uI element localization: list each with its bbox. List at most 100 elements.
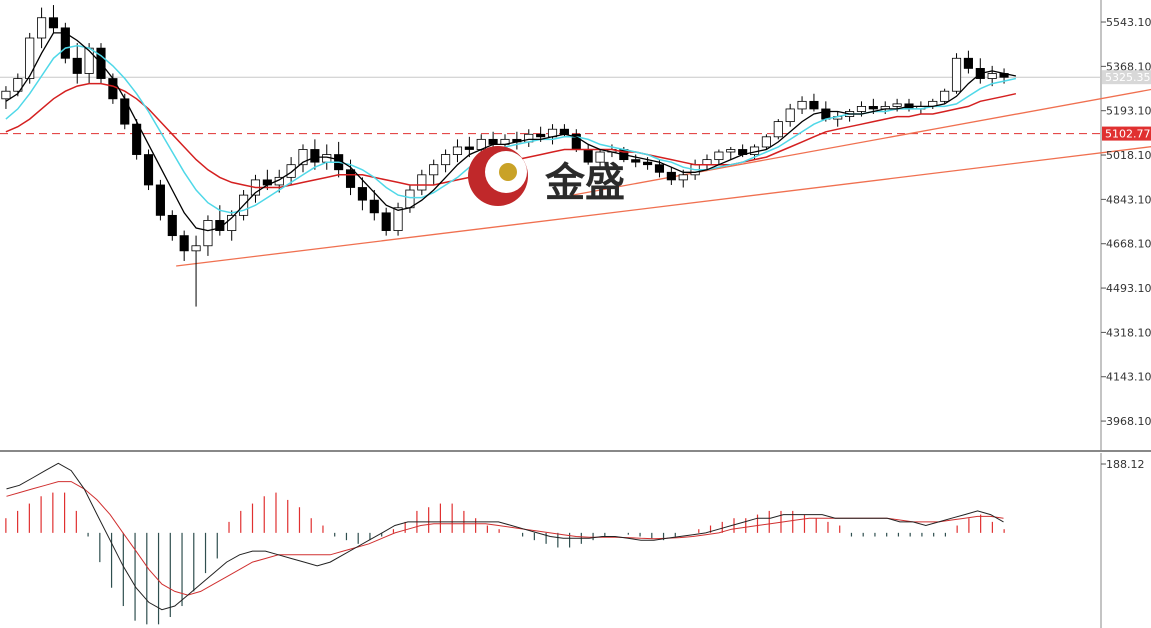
candle-body — [963, 57, 973, 69]
candle-body — [191, 245, 201, 252]
candle-body — [726, 149, 736, 153]
candle-body — [464, 146, 474, 150]
candle — [13, 73, 23, 97]
candle — [417, 169, 427, 196]
candle-body — [203, 220, 213, 247]
candle-body — [298, 149, 308, 166]
price-tick-label: 5193.10 — [1106, 105, 1151, 118]
candle — [37, 7, 47, 49]
watermark-text: 金盛 — [544, 160, 625, 206]
candle — [726, 146, 736, 160]
candle-body — [654, 164, 665, 173]
candle — [1, 86, 11, 109]
candle-body — [987, 73, 997, 79]
candle-body — [559, 128, 569, 135]
candle-body — [48, 17, 59, 29]
current-price-label: 5325.35 — [1105, 71, 1151, 84]
candle-body — [345, 169, 356, 188]
candle-body — [892, 103, 902, 107]
candle — [714, 149, 724, 165]
macd-signal-line — [6, 481, 1004, 596]
candle-body — [488, 138, 498, 145]
candle-body — [868, 106, 878, 110]
candle-body — [536, 133, 546, 138]
price-tick-label: 5543.10 — [1106, 16, 1151, 29]
price-tick-label: 4318.10 — [1106, 326, 1151, 339]
candle-body — [84, 47, 94, 74]
candle — [60, 22, 70, 64]
candle — [393, 202, 403, 236]
candle — [429, 159, 439, 185]
candle-body — [773, 121, 783, 138]
candle-body — [631, 159, 641, 163]
candle-body — [1, 90, 11, 100]
trendline-2 — [572, 88, 1151, 196]
candle-body — [72, 57, 82, 74]
candle — [464, 136, 474, 158]
candle-body — [357, 187, 367, 201]
candle-body — [227, 214, 237, 231]
candle — [452, 139, 463, 163]
candle — [227, 210, 237, 241]
candle — [369, 190, 379, 221]
candle — [512, 131, 522, 150]
price-tick-label: 4843.10 — [1106, 193, 1151, 206]
candle-body — [37, 17, 47, 39]
candle — [785, 103, 795, 127]
candle — [381, 207, 391, 236]
candle-body — [167, 214, 177, 237]
candle-body — [714, 151, 724, 161]
candle-body — [452, 146, 463, 155]
candle — [345, 159, 356, 196]
candle — [250, 174, 261, 203]
ma-mid-line — [5, 44, 1017, 214]
candle-body — [797, 100, 807, 110]
price-tick-label: 4143.10 — [1106, 371, 1151, 384]
candle-body — [310, 149, 320, 163]
candle-body — [643, 161, 653, 166]
candle-body — [369, 199, 379, 214]
price-tick-label: 4668.10 — [1106, 238, 1151, 251]
candle-body — [417, 174, 427, 191]
candle-body — [785, 108, 795, 123]
watermark: 金盛 — [468, 146, 625, 206]
candle — [191, 235, 201, 307]
candle-body — [405, 189, 415, 209]
level-price-tag — [1102, 126, 1151, 141]
candle — [702, 154, 712, 170]
candle-body — [132, 123, 142, 155]
ma-short-line — [5, 32, 1017, 232]
candle-body — [108, 78, 118, 100]
candle — [203, 215, 213, 256]
candle — [48, 5, 59, 33]
price-tick-label: 3968.10 — [1106, 415, 1151, 428]
price-tick-label: 4493.10 — [1106, 282, 1151, 295]
price-tick-label: 5018.10 — [1106, 149, 1151, 162]
candle-body — [25, 37, 35, 79]
candle-body — [381, 212, 391, 231]
candle-body — [809, 100, 819, 110]
price-panel — [0, 5, 1151, 307]
macd-axis: 188.12 — [1101, 458, 1145, 471]
candle — [797, 96, 807, 115]
candle-body — [120, 98, 130, 125]
candle — [286, 157, 296, 185]
macd-line — [6, 462, 1004, 611]
candle — [441, 149, 451, 173]
price-axis: 5543.10 5368.10 5193.10 5018.10 4843.10 4668.… — [1101, 16, 1151, 428]
candle-body — [393, 207, 403, 231]
candle — [773, 119, 783, 140]
candle-body — [13, 78, 23, 92]
candle — [179, 230, 189, 261]
candle-body — [678, 174, 688, 181]
candle — [132, 119, 142, 160]
candle-body — [856, 106, 867, 112]
candle-body — [666, 171, 676, 181]
candle — [940, 88, 950, 104]
level-price-label: 5102.77 — [1105, 128, 1151, 141]
candle-body — [60, 27, 70, 59]
candle — [155, 179, 165, 221]
candle — [72, 43, 82, 84]
candle-body — [286, 164, 296, 178]
